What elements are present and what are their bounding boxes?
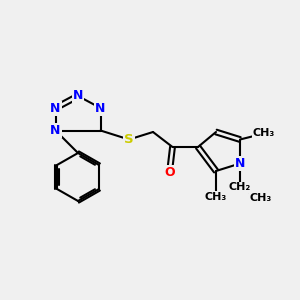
Text: CH₂: CH₂ bbox=[229, 182, 251, 193]
Text: CH₃: CH₃ bbox=[250, 193, 272, 203]
Text: S: S bbox=[124, 133, 134, 146]
Text: N: N bbox=[73, 89, 83, 103]
Text: N: N bbox=[235, 157, 245, 170]
Text: CH₃: CH₃ bbox=[253, 128, 275, 139]
Text: N: N bbox=[50, 101, 61, 115]
Text: N: N bbox=[95, 101, 106, 115]
Text: N: N bbox=[50, 124, 61, 137]
Text: CH₃: CH₃ bbox=[205, 191, 227, 202]
Text: O: O bbox=[164, 166, 175, 179]
